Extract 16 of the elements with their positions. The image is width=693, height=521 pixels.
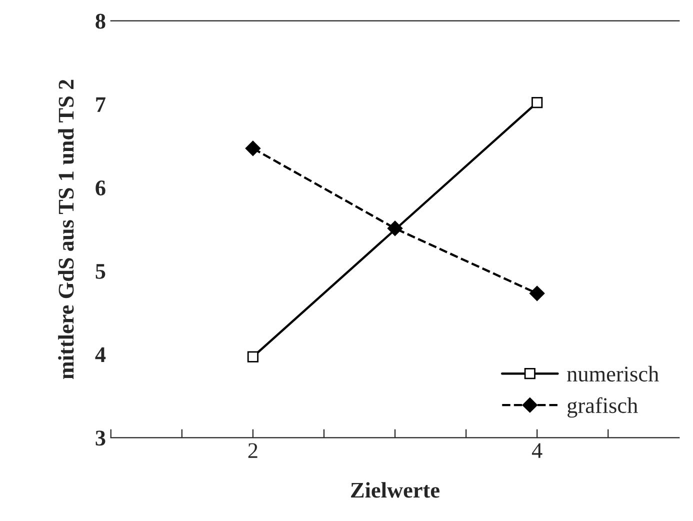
- y-tick-label: 3: [96, 430, 106, 446]
- point: [530, 286, 545, 301]
- y-tick-label: 7: [96, 97, 106, 112]
- legend-label: grafisch: [568, 397, 638, 418]
- y-axis-title: mittlere GdS aus TS 1 und TS 2: [58, 80, 74, 380]
- point: [247, 351, 258, 362]
- x-tick-label: 2: [248, 443, 258, 458]
- point: [387, 220, 403, 236]
- y-tick-label: 6: [96, 180, 106, 196]
- y-tick-label: 8: [96, 14, 106, 29]
- legend-label: numerisch: [567, 366, 659, 382]
- y-tick-label: 5: [96, 264, 106, 279]
- point: [245, 140, 261, 156]
- y-tick-label: 4: [95, 347, 106, 362]
- x-axis-title: Zielwerte: [351, 482, 440, 498]
- point: [532, 96, 543, 108]
